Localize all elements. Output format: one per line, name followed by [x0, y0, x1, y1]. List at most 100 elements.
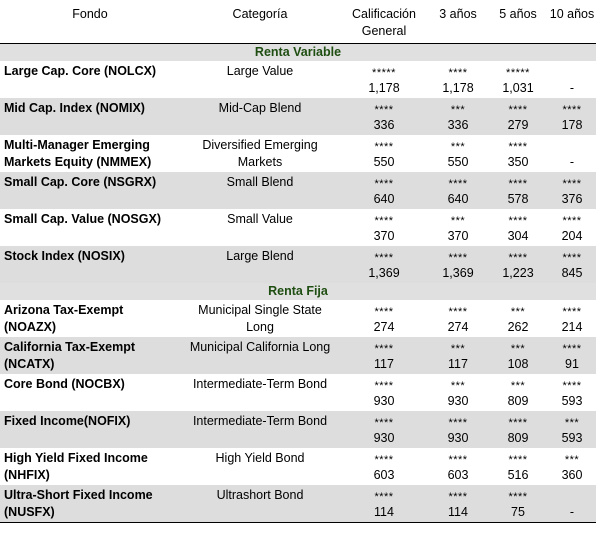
fund-count: 360 [561, 468, 583, 482]
fund-count: 930 [447, 431, 469, 445]
star-rating: **** [374, 215, 394, 227]
rating-overall: **** 274 [340, 300, 428, 337]
fund-count: 204 [561, 229, 583, 243]
fund-count: - [569, 505, 575, 519]
fund-count: 75 [511, 505, 525, 519]
fund-category: Municipal Single State Long [198, 303, 322, 334]
rating-5-years: *** 108 [488, 337, 548, 374]
fund-category: Mid-Cap Blend [180, 98, 340, 135]
table-row: Large Cap. Core (NOLCX) Large Value ***** 1… [0, 61, 596, 98]
fund-count: 274 [447, 320, 469, 334]
fund-ratings-table: Fondo Categoría Calificación General 3 a… [0, 0, 596, 523]
star-rating: **** [508, 417, 528, 429]
rating-overall: ***** 1,178 [340, 61, 428, 98]
rating-10-years: **** 91 [548, 337, 596, 374]
rating-5-years: **** 350 [488, 135, 548, 172]
rating-overall: **** 370 [340, 209, 428, 246]
fund-category: Small Blend [180, 172, 340, 209]
rating-overall: **** 930 [340, 411, 428, 448]
rating-overall: **** 550 [340, 135, 428, 172]
table-row: Fixed Income(NOFIX) Intermediate-Term Bon… [0, 411, 596, 448]
table-row: Core Bond (NOCBX) Intermediate-Term Bond *… [0, 374, 596, 411]
fund-name: California Tax-Exempt (NCATX) [0, 337, 180, 374]
header-row: Fondo Categoría Calificación General 3 a… [0, 0, 596, 44]
fund-category: Intermediate-Term Bond [192, 377, 328, 391]
star-rating: **** [562, 343, 582, 355]
fund-count: 809 [507, 431, 529, 445]
header-category: Categoría [180, 0, 340, 44]
rating-overall: **** 930 [340, 374, 428, 411]
star-rating: **** [562, 306, 582, 318]
rating-overall: **** 640 [340, 172, 428, 209]
header-5-years: 5 años [488, 0, 548, 44]
rating-overall: **** 114 [340, 485, 428, 523]
star-rating: *** [450, 380, 466, 392]
fund-count: 640 [373, 192, 395, 206]
star-rating: **** [508, 141, 528, 153]
fund-count: 91 [565, 357, 579, 371]
star-rating: **** [562, 215, 582, 227]
rating-10-years: **** 204 [548, 209, 596, 246]
rating-10-years: - [548, 485, 596, 523]
star-rating: **** [374, 306, 394, 318]
rating-3-years: *** 370 [428, 209, 488, 246]
star-rating: **** [374, 141, 394, 153]
table-row: Arizona Tax-Exempt (NOAZX) Municipal Sing… [0, 300, 596, 337]
fund-count: 640 [447, 192, 469, 206]
star-rating: ***** [506, 67, 530, 79]
fund-count: 1,178 [368, 81, 400, 95]
table-row: Small Cap. Value (NOSGX) Small Value **** 3… [0, 209, 596, 246]
table-row: Multi-Manager Emerging Markets Equity (N… [0, 135, 596, 172]
rating-10-years: - [548, 135, 596, 172]
star-rating [548, 63, 596, 80]
fund-category: Small Value [227, 212, 293, 226]
rating-5-years: **** 1,223 [488, 246, 548, 283]
star-rating: **** [374, 178, 394, 190]
star-rating: **** [448, 306, 468, 318]
section-header: Renta Fija [0, 283, 596, 300]
fund-count: 603 [447, 468, 469, 482]
rating-3-years: **** 1,369 [428, 246, 488, 283]
fund-name: Arizona Tax-Exempt (NOAZX) [4, 303, 124, 334]
fund-count: 1,031 [502, 81, 534, 95]
star-rating: **** [562, 178, 582, 190]
section-title: Renta Fija [0, 283, 596, 300]
fund-count: 279 [507, 118, 529, 132]
rating-5-years: **** 279 [488, 98, 548, 135]
fund-category: Diversified Emerging Markets [202, 138, 318, 169]
rating-3-years: **** 1,178 [428, 61, 488, 98]
rating-3-years: *** 336 [428, 98, 488, 135]
star-rating: ***** [372, 67, 396, 79]
rating-10-years: *** 360 [548, 448, 596, 485]
fund-category: Large Blend [180, 246, 340, 283]
rating-10-years: **** 593 [548, 374, 596, 411]
star-rating: **** [448, 417, 468, 429]
fund-count: 178 [561, 118, 583, 132]
rating-10-years: *** 593 [548, 411, 596, 448]
star-rating [548, 137, 596, 154]
fund-count: - [569, 155, 575, 169]
fund-name: Large Cap. Core (NOLCX) [4, 64, 157, 78]
star-rating: *** [510, 380, 526, 392]
rating-3-years: **** 274 [428, 300, 488, 337]
fund-count: 336 [447, 118, 469, 132]
star-rating: **** [508, 104, 528, 116]
table-row: Small Cap. Core (NSGRX) Small Blend **** 64… [0, 172, 596, 209]
star-rating: **** [448, 178, 468, 190]
fund-count: 930 [373, 431, 395, 445]
fund-count: 370 [373, 229, 395, 243]
fund-count: 845 [561, 266, 583, 280]
rating-5-years: *** 262 [488, 300, 548, 337]
header-fund: Fondo [0, 0, 180, 44]
rating-3-years: *** 117 [428, 337, 488, 374]
star-rating: **** [562, 104, 582, 116]
star-rating: **** [508, 454, 528, 466]
fund-count: 809 [507, 394, 529, 408]
fund-count: 550 [373, 155, 395, 169]
fund-count: 304 [507, 229, 529, 243]
star-rating: **** [508, 491, 528, 503]
rating-overall: **** 117 [340, 337, 428, 374]
fund-name: High Yield Fixed Income (NHFIX) [4, 451, 148, 482]
table-row: Ultra-Short Fixed Income (NUSFX) Ultrasho… [0, 485, 596, 523]
rating-3-years: *** 550 [428, 135, 488, 172]
